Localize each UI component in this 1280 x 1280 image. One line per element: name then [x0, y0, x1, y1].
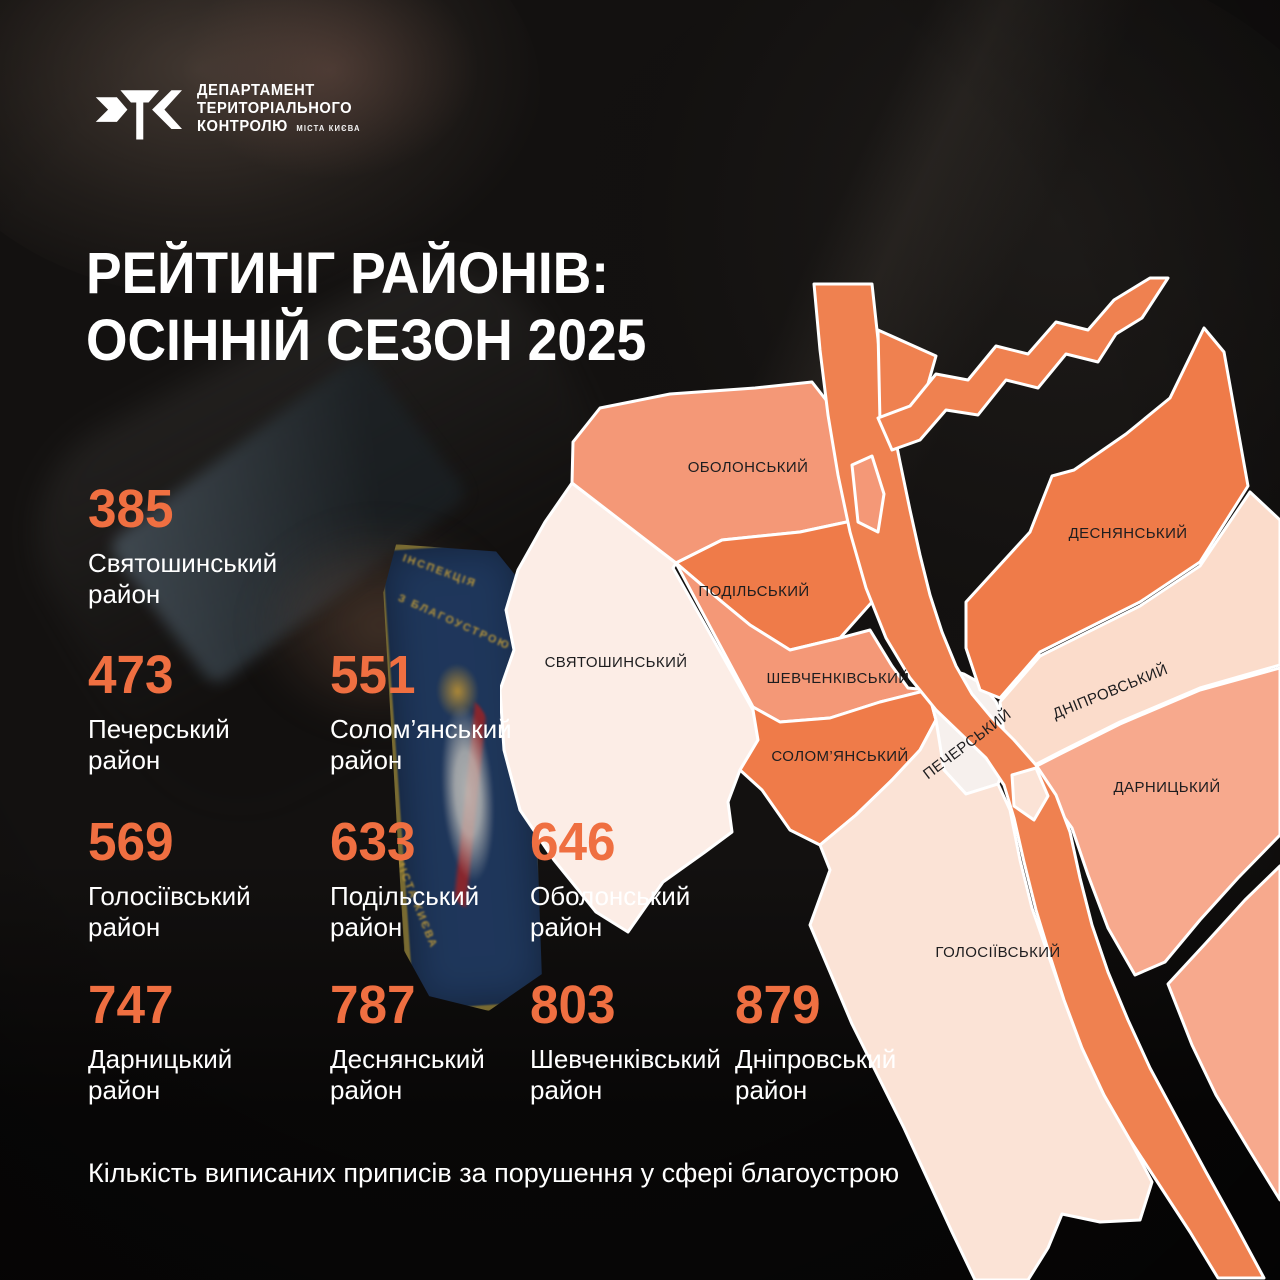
stat-podilskyi: 633 Подільський район [330, 815, 555, 943]
stat-label: Шевченківський район [530, 1044, 721, 1105]
map-label-holosiivskyi: ГОЛОСІЇВСЬКИЙ [935, 943, 1060, 961]
stat-value: 879 [735, 975, 821, 1035]
stat-label: Дніпровський район [735, 1044, 897, 1105]
map-label-obolonskyi: ОБОЛОНСЬКИЙ [688, 458, 809, 476]
title-line2: ОСІННІЙ СЕЗОН 2025 [86, 308, 647, 373]
logo-line3: КОНТРОЛЮ [197, 118, 288, 135]
district-darnytskyi [1023, 666, 1280, 977]
stat-dniprovskyi: 879 Дніпровський район [735, 978, 960, 1106]
page-title: РЕЙТИНГ РАЙОНІВ: ОСІННІЙ СЕЗОН 2025 [86, 240, 646, 374]
map-label-solomianskyi: СОЛОМ’ЯНСЬКИЙ [771, 747, 908, 765]
stat-obolonskyi: 646 Оболонський район [530, 815, 755, 943]
stat-label: Деснянський район [330, 1044, 485, 1105]
department-logo: ДЕПАРТАМЕНТ ТЕРИТОРІАЛЬНОГО КОНТРОЛЮ МІС… [94, 82, 369, 146]
logo-line2: ТЕРИТОРІАЛЬНОГО [197, 100, 353, 117]
stat-label: Печерський район [88, 714, 230, 775]
logo-text: ДЕПАРТАМЕНТ ТЕРИТОРІАЛЬНОГО КОНТРОЛЮ МІС… [197, 82, 361, 138]
stat-label: Святошинський район [88, 548, 278, 609]
stat-label: Подільський район [330, 881, 480, 942]
stat-label: Солом’янський район [330, 714, 512, 775]
background-blur-blob [180, 0, 480, 180]
stat-solomianskyi: 551 Солом’янський район [330, 648, 555, 776]
stat-desnianskyi: 787 Деснянський район [330, 978, 555, 1106]
river-island-south [1010, 766, 1050, 822]
stat-svyatoshynskyi: 385 Святошинський район [88, 482, 313, 610]
stat-label: Оболонський район [530, 881, 691, 942]
stat-value: 473 [88, 645, 174, 705]
logo-line1: ДЕПАРТАМЕНТ [197, 82, 315, 99]
footer-caption: Кількість виписаних приписів за порушенн… [88, 1158, 900, 1188]
river-desenka-channel [876, 276, 1170, 452]
logo-subtitle: МІСТА КИЄВА [296, 124, 361, 133]
stat-value: 551 [330, 645, 416, 705]
kyiv-districts-map: ОБОЛОНСЬКИЙ ДЕСНЯНСЬКИЙ ПОДІЛЬСЬКИЙ СВЯТ… [500, 276, 1280, 1280]
title-line1: РЕЙТИНГ РАЙОНІВ: [86, 241, 610, 306]
stat-value: 569 [88, 812, 174, 872]
logo-mark-icon [95, 90, 182, 140]
river-island [850, 454, 886, 534]
stat-value: 385 [88, 479, 174, 539]
map-label-podilskyi: ПОДІЛЬСЬКИЙ [698, 582, 809, 600]
stat-label: Голосіївський район [88, 881, 251, 942]
stat-shevchenkivskyi: 803 Шевченківський район [530, 978, 755, 1106]
stat-darnytskyi: 747 Дарницький район [88, 978, 313, 1106]
district-desnianskyi [964, 326, 1250, 700]
stat-value: 747 [88, 975, 174, 1035]
map-label-shevchenkivskyi: ШЕВЧЕНКІВСЬКИЙ [767, 669, 910, 687]
stat-pecherskyi: 473 Печерський район [88, 648, 313, 776]
map-label-darnytskyi: ДАРНИЦЬКИЙ [1113, 778, 1220, 796]
stat-holosiivskyi: 569 Голосіївський район [88, 815, 313, 943]
stat-value: 646 [530, 812, 616, 872]
map-label-desnianskyi: ДЕСНЯНСЬКИЙ [1069, 524, 1188, 542]
stat-value: 803 [530, 975, 616, 1035]
stat-value: 633 [330, 812, 416, 872]
map-label-svyatoshynskyi: СВЯТОШИНСЬКИЙ [545, 653, 688, 671]
stat-value: 787 [330, 975, 416, 1035]
stat-label: Дарницький район [88, 1044, 233, 1105]
patch-text: ІНСПЕКЦІЯ [401, 551, 479, 590]
patch-text: З БЛАГОУСТРОЮ [395, 591, 513, 653]
district-darnytskyi-south [1166, 864, 1280, 1202]
